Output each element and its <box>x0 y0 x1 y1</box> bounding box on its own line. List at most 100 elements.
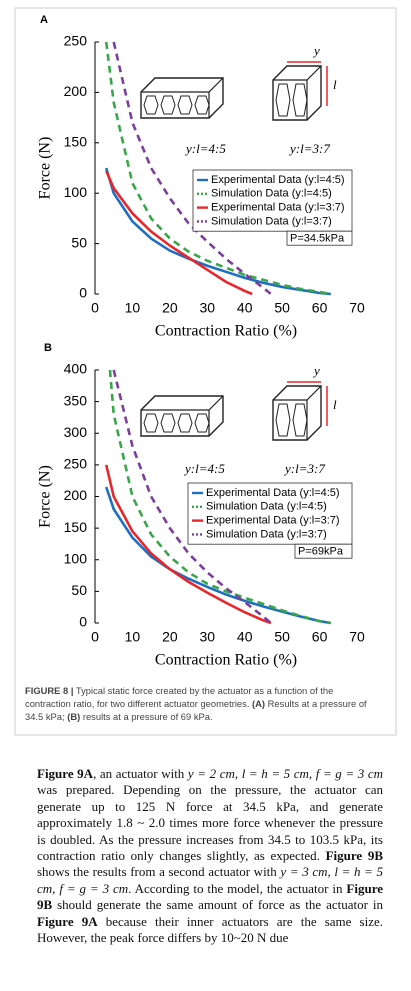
text: should generate the same amount of force… <box>52 897 383 913</box>
panel-label: B <box>44 342 52 354</box>
x-tick-label: 70 <box>349 300 365 316</box>
annotation: y:l=4:5 <box>183 461 225 476</box>
y-tick-label: 350 <box>64 392 88 408</box>
annotation: y <box>312 363 320 378</box>
y-tick-label: 150 <box>64 134 88 150</box>
cell <box>160 95 176 115</box>
text: shows the results from a second actuator… <box>37 864 281 880</box>
x-tick-label: 0 <box>91 300 99 316</box>
cell <box>275 403 291 437</box>
x-tick-label: 10 <box>125 629 141 645</box>
cell <box>194 95 210 115</box>
legend-label: Simulation Data (y:l=3:7) <box>206 528 327 540</box>
legend-box <box>187 482 353 545</box>
actuator-drawing <box>272 385 322 441</box>
note-box <box>294 543 353 559</box>
panel-label: A <box>40 14 48 26</box>
annotation: y <box>312 43 320 58</box>
y-tick-label: 400 <box>64 361 88 377</box>
x-tick-label: 0 <box>91 629 99 645</box>
data-line <box>112 41 272 296</box>
legend-label: Simulation Data (y:l=3:7) <box>211 215 332 227</box>
x-tick-label: 50 <box>274 300 290 316</box>
x-tick-label: 30 <box>199 629 215 645</box>
annotation: y:l=3:7 <box>288 141 330 156</box>
annotation: l <box>333 397 337 412</box>
legend-label: Experimental Data (y:l=4:5) <box>206 487 340 499</box>
y-tick-label: 100 <box>64 184 88 200</box>
x-axis-label: Contraction Ratio (%) <box>155 323 297 340</box>
data-line <box>105 170 253 296</box>
data-line <box>104 464 272 625</box>
legend-label: Simulation Data (y:l=4:5) <box>211 188 332 200</box>
y-tick-label: 150 <box>64 519 88 535</box>
data-line <box>104 41 332 296</box>
actuator-drawing <box>140 77 224 119</box>
cell <box>143 413 159 433</box>
x-tick-label: 20 <box>162 629 178 645</box>
outline <box>272 385 322 441</box>
cell <box>177 413 193 433</box>
legend-label: Simulation Data (y:l=4:5) <box>206 501 327 513</box>
annotation: l <box>333 77 337 92</box>
y-tick-label: 200 <box>64 487 88 503</box>
figure-ref: Figure 9B <box>37 880 383 913</box>
y-tick-label: 50 <box>71 582 87 598</box>
caption: FIGURE 8 | Typical static force created … <box>25 684 370 723</box>
text: because their inner actuators are the sa… <box>37 913 383 946</box>
actuator-drawing <box>140 395 224 437</box>
y-axis-label: Force (N) <box>37 465 54 528</box>
y-tick-label: 50 <box>71 234 87 250</box>
pressure-note: P=34.5kPa <box>290 233 345 245</box>
x-axis-label: Contraction Ratio (%) <box>155 652 297 669</box>
x-tick-label: 40 <box>237 300 253 316</box>
caption-label: FIGURE 8 | <box>25 685 74 696</box>
text: . According to the model, the actuator i… <box>128 880 347 896</box>
outline <box>140 395 224 437</box>
y-tick-label: 250 <box>64 33 88 49</box>
x-tick-label: 40 <box>237 629 253 645</box>
caption-text: Results at a pressure of 34.5 kPa; <box>25 698 367 722</box>
pressure-note: P=69kPa <box>298 546 344 558</box>
y-tick-label: 0 <box>79 285 87 301</box>
figure-ref: Figure 9A <box>37 766 94 781</box>
text: was prepared. Depending on the pressure,… <box>37 782 383 864</box>
y-axis-label: Force (N) <box>37 137 54 200</box>
legend-label: Experimental Data (y:l=3:7) <box>206 515 340 527</box>
figure-ref: Figure 9B <box>325 848 383 864</box>
cell <box>292 403 308 437</box>
annotation: y:l=3:7 <box>283 461 325 476</box>
x-tick-label: 60 <box>312 629 328 645</box>
x-tick-label: 10 <box>125 300 141 316</box>
math: y = 2 cm, l = h = 5 cm, f = g = 3 cm <box>187 766 383 781</box>
y-tick-label: 250 <box>64 456 88 472</box>
cell <box>292 83 308 117</box>
caption-label: (A) <box>252 698 266 709</box>
cell <box>160 413 176 433</box>
cell <box>275 83 291 117</box>
actuator-drawing <box>272 65 322 121</box>
cell <box>194 413 210 433</box>
x-tick-label: 30 <box>199 300 215 316</box>
x-tick-label: 70 <box>349 629 365 645</box>
legend-label: Experimental Data (y:l=3:7) <box>211 202 345 214</box>
y-tick-label: 300 <box>64 424 88 440</box>
y-tick-label: 100 <box>64 550 88 566</box>
caption-text: Typical static force created by the actu… <box>25 685 334 709</box>
annotation: y:l=4:5 <box>184 141 226 156</box>
data-line <box>108 369 332 625</box>
note-box <box>286 230 353 246</box>
legend-label: Experimental Data (y:l=4:5) <box>211 174 345 186</box>
text: , an actuator with <box>93 766 188 781</box>
y-tick-label: 200 <box>64 83 88 99</box>
y-tick-label: 0 <box>79 614 87 630</box>
x-tick-label: 20 <box>162 300 178 316</box>
caption-label: (B) <box>67 711 81 722</box>
figure-frame <box>14 7 397 736</box>
x-tick-label: 60 <box>312 300 328 316</box>
outline <box>140 77 224 119</box>
caption-text: results at a pressure of 69 kPa. <box>80 711 213 722</box>
figure-ref: Figure 9A <box>37 913 98 929</box>
